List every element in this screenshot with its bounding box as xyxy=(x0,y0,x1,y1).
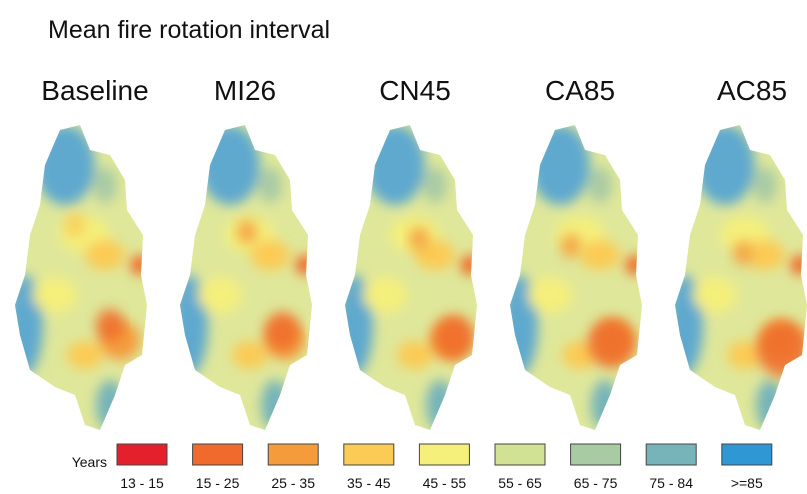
map-shape xyxy=(7,120,155,435)
legend-label: 13 - 15 xyxy=(120,475,164,491)
hotspot xyxy=(96,309,124,341)
legend-label: 25 - 35 xyxy=(271,475,315,491)
legend-label: 15 - 25 xyxy=(196,475,240,491)
map xyxy=(667,120,807,435)
map-detail xyxy=(561,234,634,368)
map xyxy=(7,120,155,435)
legend-swatch xyxy=(192,443,244,466)
panel-label: CA85 xyxy=(545,75,615,106)
legend: 13 - 15 15 - 25 25 - 35 35 - 45 45 - 55 55 - … xyxy=(116,443,773,491)
legend-label: 45 - 55 xyxy=(423,475,467,491)
hotspot xyxy=(265,312,299,350)
map-shape xyxy=(502,120,650,435)
hotspot xyxy=(757,321,807,377)
hotspot xyxy=(237,220,257,244)
hotspot xyxy=(733,241,753,265)
panels: Baseline MI26 CN45 CA85 AC85 xyxy=(7,75,807,435)
legend-label: >=85 xyxy=(731,475,763,491)
legend-swatch xyxy=(267,443,319,466)
panel-label: CN45 xyxy=(379,75,451,106)
figure-title: Mean fire rotation interval xyxy=(48,16,330,44)
panel-label: MI26 xyxy=(214,75,276,106)
hotspot xyxy=(434,315,474,359)
hotspot xyxy=(561,234,581,258)
map-shape xyxy=(172,120,320,435)
hotspot xyxy=(65,213,85,237)
map xyxy=(502,120,650,435)
map xyxy=(172,120,320,435)
legend-label: 75 - 84 xyxy=(649,475,693,491)
map-shape xyxy=(667,120,807,435)
legend-swatch xyxy=(418,443,470,466)
legend-swatch xyxy=(116,443,168,466)
map-detail xyxy=(409,227,474,359)
legend-swatch xyxy=(645,443,697,466)
legend-swatch xyxy=(343,443,395,466)
legend-swatch xyxy=(494,443,546,466)
panel-label: AC85 xyxy=(717,75,787,106)
legend-title: Years xyxy=(72,454,107,470)
legend-label: 55 - 65 xyxy=(498,475,542,491)
hotspot xyxy=(409,227,429,251)
legend-swatch xyxy=(570,443,622,466)
map-shape xyxy=(337,120,485,435)
map-detail xyxy=(65,213,124,341)
map xyxy=(337,120,485,435)
legend-label: 35 - 45 xyxy=(347,475,391,491)
legend-label: 65 - 75 xyxy=(574,475,618,491)
hotspot xyxy=(588,318,634,368)
panel-label: Baseline xyxy=(41,75,148,106)
legend-swatch xyxy=(721,443,773,466)
map-detail xyxy=(237,220,299,350)
